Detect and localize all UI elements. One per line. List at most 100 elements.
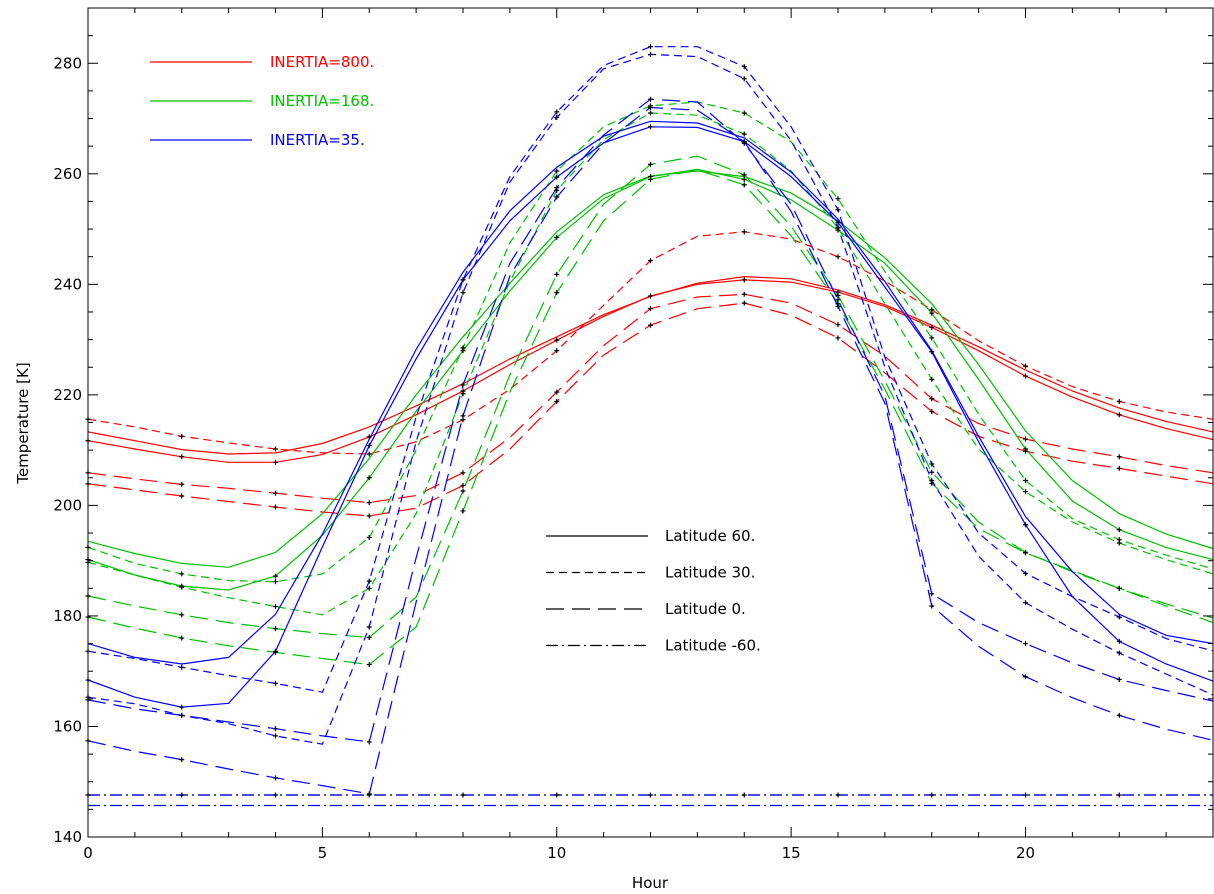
data-point-marker — [1023, 674, 1028, 680]
data-point-marker — [929, 461, 935, 467]
data-point-marker — [929, 478, 935, 484]
data-point-marker — [835, 292, 841, 298]
data-point-marker — [1023, 550, 1028, 556]
y-tick-label: 220 — [53, 386, 82, 404]
data-point-marker — [366, 513, 372, 519]
data-point-marker — [273, 459, 278, 465]
data-point-marker — [1116, 398, 1122, 404]
data-point-marker — [554, 114, 560, 120]
data-point-marker — [179, 571, 185, 577]
data-point-marker — [179, 757, 185, 763]
data-point-marker — [554, 389, 560, 395]
data-point-marker — [1116, 650, 1122, 656]
data-point-marker — [460, 391, 466, 397]
data-point-marker — [1023, 373, 1028, 379]
data-point-marker — [460, 345, 466, 351]
data-point-marker — [648, 161, 653, 167]
data-point-marker — [741, 300, 747, 306]
data-point-marker — [1116, 465, 1122, 471]
latitude-legend: Latitude 60. Latitude 30. Latitude 0. Latit… — [546, 527, 761, 655]
data-point-marker — [554, 185, 560, 191]
data-point-marker — [554, 109, 560, 115]
data-point-marker — [1116, 792, 1122, 798]
data-point-marker — [741, 131, 747, 137]
data-point-marker — [929, 792, 935, 798]
data-point-marker — [648, 306, 653, 312]
data-point-marker — [648, 44, 653, 50]
data-point-marker — [648, 96, 653, 102]
data-point-marker — [179, 635, 185, 641]
data-point-marker — [1023, 522, 1028, 528]
data-point-marker — [929, 324, 935, 330]
data-point-marker — [741, 110, 747, 116]
y-tick-label: 240 — [53, 275, 82, 293]
data-point-marker — [835, 335, 841, 341]
data-point-marker — [741, 172, 747, 178]
data-point-marker — [273, 626, 278, 632]
latitude-legend-label: Latitude 30. — [665, 564, 755, 582]
data-point-marker — [929, 310, 935, 316]
data-point-marker — [554, 337, 560, 343]
data-point-marker — [648, 124, 653, 130]
data-point-marker — [1023, 792, 1028, 798]
data-point-marker — [1116, 540, 1122, 546]
x-tick-label: 10 — [547, 844, 566, 862]
series-line-11 — [87, 120, 1214, 665]
data-point-marker — [929, 591, 935, 597]
data-point-marker — [835, 303, 841, 309]
data-point-marker — [273, 680, 278, 686]
data-point-marker — [554, 174, 560, 180]
data-point-marker — [835, 207, 841, 213]
data-point-marker — [366, 634, 372, 640]
data-point-marker — [1023, 363, 1028, 369]
data-point-marker — [179, 664, 185, 670]
data-point-marker — [366, 443, 372, 449]
data-point-marker — [179, 792, 185, 798]
data-point-marker — [741, 139, 747, 145]
data-point-marker — [929, 469, 935, 475]
y-axis-title: Temperature [K] — [14, 362, 32, 484]
data-point-marker — [366, 792, 372, 798]
data-point-marker — [648, 293, 653, 299]
data-point-marker — [741, 229, 747, 235]
x-tick-label: 0 — [83, 844, 93, 862]
data-point-marker — [366, 624, 372, 630]
y-tick-label: 140 — [53, 828, 82, 846]
data-point-marker — [273, 733, 278, 739]
data-point-marker — [741, 176, 747, 182]
data-point-marker — [741, 182, 747, 188]
data-point-marker — [741, 792, 747, 798]
x-tick-label: 5 — [318, 844, 328, 862]
data-point-marker — [273, 573, 278, 579]
data-point-marker — [179, 612, 185, 618]
inertia-legend-label: INERTIA=35. — [270, 131, 365, 149]
data-point-marker — [273, 446, 278, 452]
data-point-marker — [179, 433, 185, 439]
data-point-marker — [460, 483, 466, 489]
data-point-marker — [1023, 478, 1028, 484]
data-point-marker — [554, 348, 560, 354]
data-point-marker — [1116, 412, 1122, 418]
data-point-marker — [1116, 614, 1122, 620]
data-point-marker — [460, 508, 466, 514]
data-point-marker — [554, 290, 560, 296]
data-point-marker — [1116, 638, 1122, 644]
data-point-marker — [1023, 641, 1028, 647]
data-point-marker — [366, 739, 372, 745]
data-point-marker — [179, 704, 185, 710]
data-point-marker — [835, 322, 841, 328]
marker-layer — [85, 44, 1122, 798]
y-tick-label: 180 — [53, 607, 82, 625]
data-point-marker — [929, 603, 935, 609]
data-point-marker — [648, 258, 653, 264]
data-point-marker — [460, 413, 466, 419]
latitude-legend-label: Latitude 0. — [665, 600, 746, 618]
inertia-legend: INERTIA=800. INERTIA=168. INERTIA=35. — [150, 53, 374, 149]
data-point-marker — [366, 434, 372, 440]
inertia-legend-label: INERTIA=800. — [270, 53, 374, 71]
x-tick-label: 20 — [1016, 844, 1035, 862]
x-tick-label: 15 — [782, 844, 801, 862]
data-point-marker — [179, 454, 185, 460]
latitude-legend-label: Latitude -60. — [665, 637, 761, 655]
